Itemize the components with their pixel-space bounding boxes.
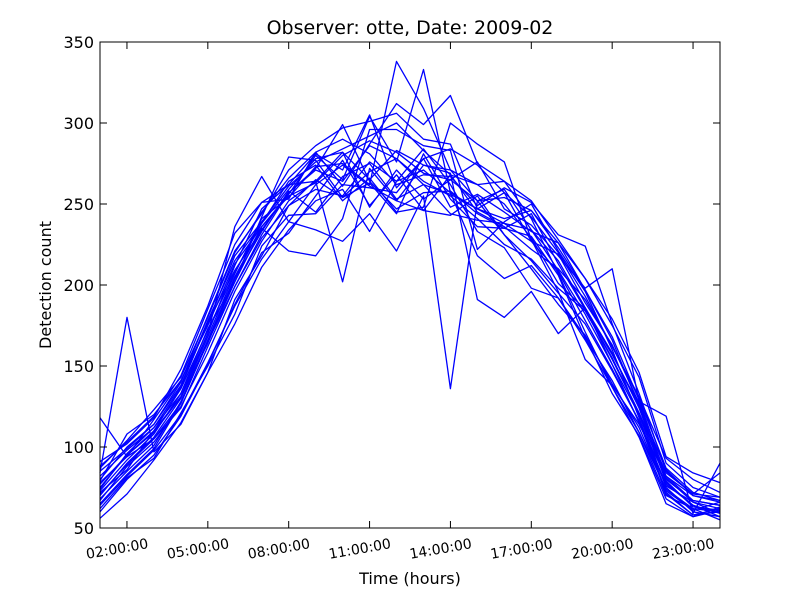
chart-title: Observer: otte, Date: 2009-02	[267, 17, 554, 39]
y-tick-label: 300	[63, 114, 94, 133]
y-axis-title: Detection count	[36, 221, 55, 349]
x-axis-title: Time (hours)	[358, 569, 461, 588]
series-line-19	[99, 159, 721, 515]
series-line-20	[99, 153, 721, 521]
series-line-24	[99, 140, 721, 515]
series-line-1	[99, 145, 721, 502]
y-tick-label: 50	[74, 519, 94, 538]
y-tick-label: 250	[63, 195, 94, 214]
y-tick-label: 150	[63, 357, 94, 376]
series-line-18	[99, 138, 721, 495]
series-line-17	[99, 175, 721, 514]
y-tick-label: 350	[63, 33, 94, 52]
y-tick-label: 200	[63, 276, 94, 295]
plot-area-background	[100, 42, 720, 528]
series-line-9	[99, 169, 721, 519]
y-axis: 50 100 150 200 250 300 350	[63, 33, 720, 538]
series-line-22	[99, 157, 721, 511]
series-line-13	[99, 122, 721, 503]
series-line-23	[99, 164, 721, 506]
series-group	[99, 60, 721, 521]
y-tick-label: 100	[63, 438, 94, 457]
